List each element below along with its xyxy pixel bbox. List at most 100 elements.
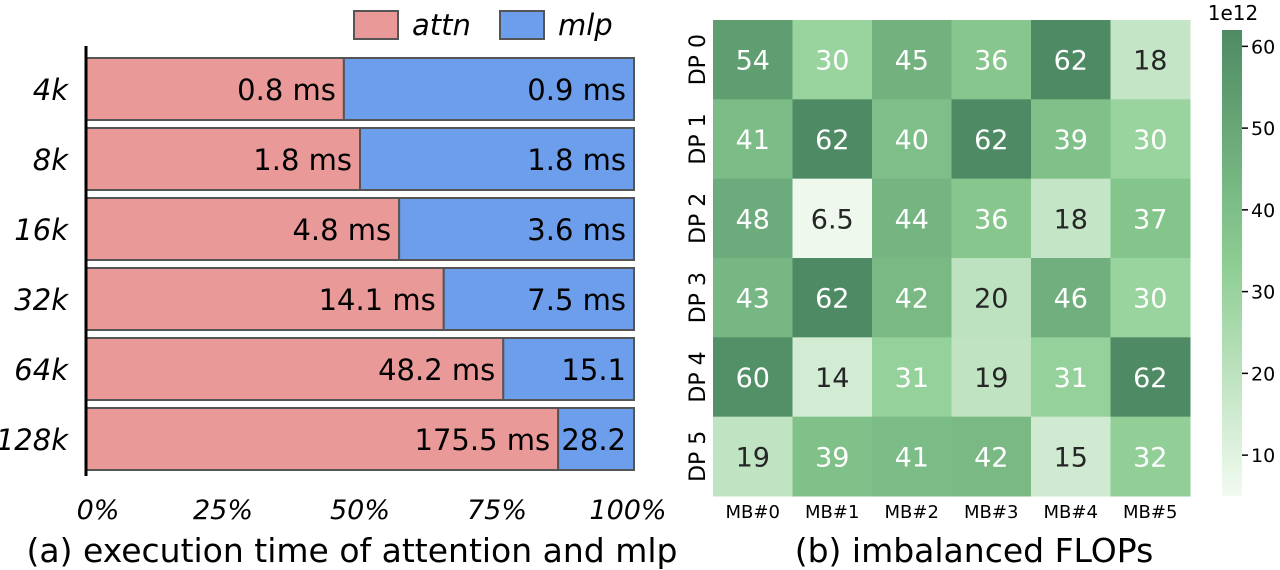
heatmap-value-label: 60	[736, 363, 770, 394]
data-label-mlp-16k: 3.6 ms	[527, 213, 626, 247]
colorbar-tick-label: 50	[1251, 118, 1275, 140]
heatmap-cell	[713, 178, 793, 259]
heatmap-value-label: 6.5	[811, 204, 854, 235]
bar-mlp-32k	[442, 267, 635, 331]
data-label-attn-64k: 48.2 ms	[378, 353, 495, 387]
heatmap-cell	[1110, 99, 1191, 180]
data-label-mlp-8k: 1.8 ms	[527, 143, 626, 177]
heatmap-value-label: 30	[1133, 284, 1167, 315]
colorbar-gradient	[1222, 30, 1242, 496]
heatmap-value-label: 14	[815, 363, 849, 394]
heatmap-value-label: 54	[736, 46, 770, 77]
bar-attn-8k	[85, 127, 361, 191]
bar-mlp-128k	[557, 407, 636, 471]
heatmap-cell	[713, 20, 793, 100]
colorbar-scale-label: 1e12	[1208, 1, 1258, 25]
colorbar-tick-label: 30	[1251, 282, 1275, 304]
heatmap-cell	[1110, 20, 1191, 100]
bar-mlp-16k	[398, 197, 635, 261]
x-tick-label: 25%	[193, 495, 253, 526]
row-label: DP 2	[686, 193, 711, 244]
col-label: MB#0	[726, 502, 780, 523]
heatmap-cell	[951, 258, 1032, 338]
heatmap-value-label: 36	[974, 46, 1008, 77]
heatmap-cell	[1110, 337, 1191, 418]
heatmap-value-label: 37	[1133, 204, 1167, 235]
bar-mlp-64k	[502, 337, 635, 401]
heatmap-cell	[792, 20, 873, 100]
x-tick-label: 0%	[77, 495, 120, 526]
heatmap-cell	[792, 178, 873, 259]
heatmap-cell	[1031, 416, 1111, 497]
data-label-mlp-4k: 0.9 ms	[527, 73, 626, 107]
row-label: DP 3	[686, 272, 711, 323]
bar-attn-16k	[85, 197, 401, 261]
heatmap-cell	[951, 337, 1032, 418]
heatmap-value-label: 31	[1054, 363, 1088, 394]
colorbar-tick-label: 10	[1251, 445, 1275, 467]
heatmap-value-label: 30	[1133, 125, 1167, 156]
data-label-attn-8k: 1.8 ms	[253, 143, 352, 177]
data-label-attn-32k: 14.1 ms	[319, 283, 436, 317]
data-label-attn-4k: 0.8 ms	[237, 73, 336, 107]
colorbar-tick-label: 60	[1251, 36, 1275, 58]
heatmap-cell	[1110, 258, 1191, 338]
data-label-attn-16k: 4.8 ms	[292, 213, 391, 247]
heatmap-value-label: 62	[974, 125, 1008, 156]
heatmap-value-label: 39	[815, 442, 849, 473]
caption-a: (a) execution time of attention and mlp	[27, 531, 678, 570]
col-label: MB#4	[1044, 502, 1098, 523]
category-label-32k: 32k	[14, 283, 69, 317]
row-label: DP 1	[686, 113, 711, 164]
legend-swatch-attn	[353, 10, 399, 40]
data-label-mlp-64k: 15.1	[561, 353, 626, 387]
heatmap-value-label: 15	[1054, 442, 1088, 473]
heatmap-cell	[872, 258, 952, 338]
category-label-128k: 128k	[0, 423, 69, 457]
heatmap-cell	[713, 337, 793, 418]
caption-b: (b) imbalanced FLOPs	[795, 531, 1154, 570]
heatmap-cell	[792, 99, 873, 180]
heatmap-cell	[1031, 178, 1111, 259]
panel-a-stacked-bar-chart: 0.8 ms 0.9 ms 1.8 ms 1.8 ms 4.8 ms 3.6 ms 14.1…	[0, 8, 677, 570]
heatmap-value-label: 40	[895, 125, 929, 156]
col-label: MB#2	[885, 502, 939, 523]
bar-mlp-4k	[342, 57, 635, 121]
col-label: MB#1	[805, 502, 859, 523]
heatmap-value-label: 42	[974, 442, 1008, 473]
heatmap-value-label: 30	[815, 46, 849, 77]
heatmap-value-label: 31	[895, 363, 929, 394]
data-label-mlp-32k: 7.5 ms	[527, 283, 626, 317]
heatmap-value-label: 41	[736, 125, 770, 156]
heatmap-cell	[872, 99, 952, 180]
heatmap-value-label: 19	[736, 442, 770, 473]
row-label-group: DP 1	[686, 113, 711, 164]
bar-attn-4k	[85, 57, 345, 121]
category-label-64k: 64k	[14, 353, 69, 387]
heatmap-cell	[792, 416, 873, 497]
heatmap-cell	[1031, 99, 1111, 180]
heatmap-cell	[951, 99, 1032, 180]
data-label-mlp-128k: 28.2	[561, 423, 626, 457]
heatmap-value-label: 39	[1054, 125, 1088, 156]
heatmap-cell	[713, 99, 793, 180]
legend: attn mlp	[353, 8, 613, 42]
x-tick-label: 75%	[467, 495, 527, 526]
heatmap-value-label: 42	[895, 284, 929, 315]
legend-label-mlp: mlp	[558, 8, 613, 42]
heatmap-value-label: 32	[1133, 442, 1167, 473]
heatmap-cell	[872, 20, 952, 100]
heatmap-value-label: 46	[1054, 284, 1088, 315]
row-label: DP 0	[686, 34, 711, 85]
heatmap-value-label: 45	[895, 46, 929, 77]
colorbar-tick-label: 40	[1251, 200, 1275, 222]
heatmap-value-label: 62	[1054, 46, 1088, 77]
colorbar: 1e12 10 20 30 40 50 60	[1208, 1, 1275, 496]
heatmap-cell	[872, 178, 952, 259]
category-label-4k: 4k	[33, 73, 69, 107]
col-label: MB#5	[1123, 502, 1177, 523]
heatmap-cell	[951, 416, 1032, 497]
heatmap-cell	[1031, 258, 1111, 338]
row-label-group: DP 5	[686, 431, 711, 482]
category-label-16k: 16k	[14, 213, 69, 247]
